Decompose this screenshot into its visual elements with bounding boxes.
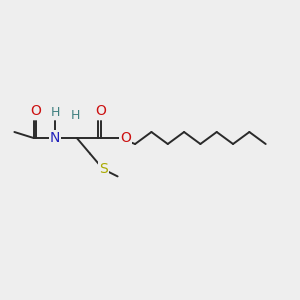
Text: O: O [95, 103, 106, 118]
Text: O: O [120, 131, 131, 145]
Text: H: H [50, 106, 60, 119]
Text: O: O [30, 103, 41, 118]
Text: H: H [71, 110, 80, 122]
Text: N: N [50, 131, 60, 145]
Text: S: S [99, 162, 108, 176]
